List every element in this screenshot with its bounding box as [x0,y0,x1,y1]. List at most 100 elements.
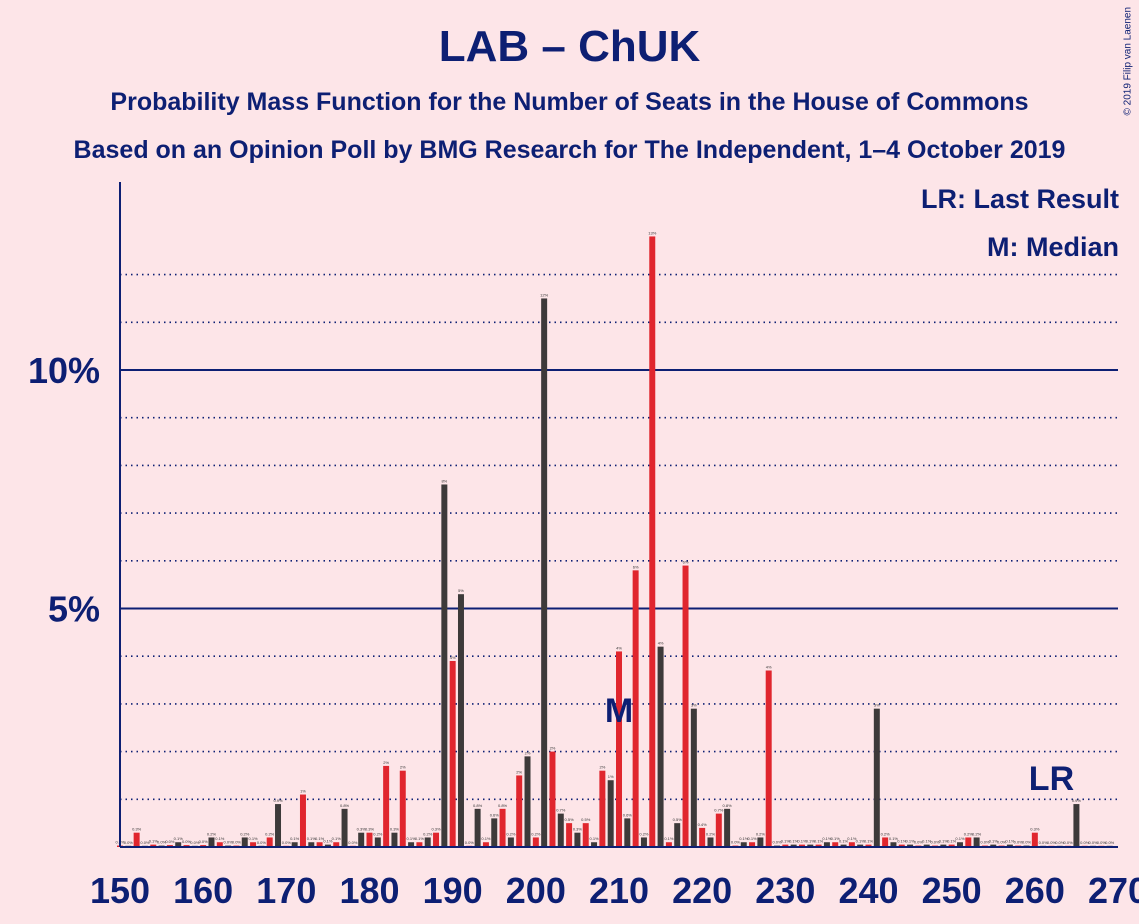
bar-chuk [474,808,481,847]
x-tick-label: 180 [339,870,399,911]
x-tick-label: 190 [423,870,483,911]
legend-median: M: Median [987,232,1119,262]
bar-value-label: 0.1% [149,839,159,844]
bar-chuk [707,837,714,847]
bar-value-label: 0.1% [822,836,832,841]
bar-chuk [690,708,697,847]
bar-chuk [990,844,997,847]
bar-value-label: 13% [648,230,656,235]
bar-value-label: 0.0% [1105,840,1115,845]
bar-chuk [857,844,864,847]
bar-chuk [840,844,847,847]
bar-value-label: 2% [400,765,406,770]
bar-value-label: 0.0% [1022,840,1032,845]
bar-chuk [341,808,348,847]
bar-value-label: 0.0% [914,840,924,845]
bar-value-label: 0.1% [249,836,259,841]
bar-value-label: 0.1% [947,839,957,844]
bar-value-label: 0.2% [423,831,433,836]
bar-chuk [940,844,947,847]
bar-value-label: 0.3% [390,827,400,832]
bar-value-label: 0.2% [265,831,275,836]
bar-chuk [241,837,248,847]
bar-chuk [607,780,614,847]
x-tick-label: 210 [589,870,649,911]
bar-lab [133,832,140,847]
bar-value-label: 0.7% [556,808,566,813]
bar-value-label: 0.2% [706,831,716,836]
bar-value-label: 0.2% [373,831,383,836]
bar-chuk [724,808,731,847]
bar-value-label: 1% [300,789,306,794]
bar-value-label: 0.0% [980,840,990,845]
bar-lab [433,832,440,847]
bar-value-label: 0.2% [639,831,649,836]
bar-value-label: 0.2% [531,831,541,836]
bar-value-label: 0.5% [673,817,683,822]
bar-chuk [657,646,664,847]
bar-value-label: 0.0% [348,840,358,845]
bar-value-label: 0.1% [814,839,824,844]
bar-chuk [624,818,631,847]
x-tick-label: 200 [506,870,566,911]
bar-chuk [574,832,581,847]
x-tick-label: 220 [672,870,732,911]
bar-chuk [790,844,797,847]
bar-value-label: 0.3% [365,827,375,832]
bar-chuk [890,842,897,847]
bar-value-label: 0.9% [1072,798,1082,803]
last-result-marker: LR [1029,760,1074,798]
bar-value-label: 4% [616,645,622,650]
bar-value-label: 0.0% [182,839,192,844]
bar-value-label: 0.1% [847,836,857,841]
bar-chuk [457,594,464,847]
bar-chuk [441,484,448,847]
bar-value-label: 2% [599,765,605,770]
bar-value-label: 0.1% [864,839,874,844]
bar-chuk [973,837,980,847]
bar-lab [782,844,789,847]
bar-value-label: 0.0% [282,840,292,845]
bar-value-label: 5% [458,588,464,593]
bar-value-label: 1% [608,774,614,779]
bar-value-label: 0.0% [199,839,209,844]
bar-value-label: 0.0% [190,840,200,845]
bar-chuk [640,837,647,847]
bar-value-label: 0.3% [573,827,583,832]
bar-value-label: 0.0% [1080,840,1090,845]
bar-value-label: 0.8% [723,803,733,808]
bar-value-label: 0.1% [806,839,816,844]
bar-lab [216,842,223,847]
y-tick-label: 5% [48,589,100,630]
bar-value-label: 0.3% [357,827,367,832]
bar-value-label: 0.1% [897,839,907,844]
bar-lab [649,236,656,847]
bar-value-label: 0.1% [323,839,333,844]
bar-chuk [208,837,215,847]
bar-value-label: 0.5% [565,817,575,822]
bar-value-label: 0.1% [174,836,184,841]
bar-value-label: 0.0% [165,839,175,844]
bar-lab [250,842,257,847]
bar-lab [682,565,689,847]
bar-value-label: 2% [525,750,531,755]
bar-chuk [291,842,298,847]
bar-chuk [374,837,381,847]
bar-lab [499,808,506,847]
bar-value-label: 0.8% [473,803,483,808]
bar-chuk [541,298,548,847]
bar-value-label: 0.0% [731,840,741,845]
legend-last-result: LR: Last Result [920,184,1119,214]
bar-value-label: 0.3% [132,827,142,832]
bar-value-label: 0.8% [340,803,350,808]
bar-chuk [823,842,830,847]
bar-value-label: 0.2% [207,831,217,836]
bar-lab [416,842,423,847]
bar-lab [333,842,340,847]
bar-chuk [424,837,431,847]
bar-value-label: 0.0% [1088,840,1098,845]
bar-chuk [358,832,365,847]
bar-value-label: 0.3% [1030,827,1040,832]
bar-value-label: 0.1% [332,836,342,841]
